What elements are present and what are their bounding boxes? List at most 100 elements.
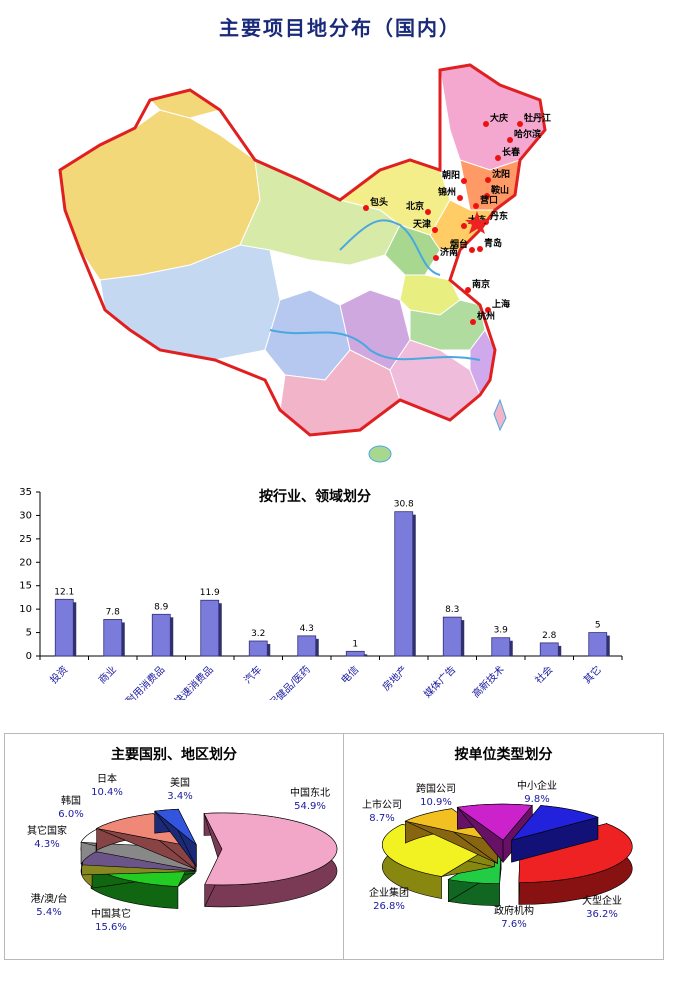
pie-slice-pct: 7.6%	[501, 919, 526, 930]
city-label: 杭州	[477, 310, 495, 322]
y-tick-label: 0	[26, 651, 32, 662]
bar-group: 8.3 媒体广告	[421, 605, 465, 700]
pie-slice-pct: 26.8%	[373, 901, 405, 912]
city-label: 包头	[369, 196, 388, 208]
bar-value-label: 30.8	[394, 500, 414, 510]
pie-slice-label: 其它国家	[27, 824, 67, 837]
bar	[297, 635, 317, 657]
city-label: 牡丹江	[524, 112, 551, 124]
pie-slice	[153, 808, 197, 846]
capital-star	[465, 211, 489, 234]
bar-value-label: 8.3	[445, 605, 459, 615]
bar-group: 1 电信	[338, 639, 368, 686]
pie-slice	[518, 823, 633, 883]
city-label: 烟台	[450, 238, 468, 250]
region-pie-panel: 主要国别、地区划分 中国东北 54.9% 中国其它 15.6% 港/澳/台 5.4% 其它国…	[4, 733, 344, 960]
city-dot	[485, 307, 491, 313]
city-label: 大庆	[490, 112, 508, 124]
bar-group: 30.8 房地产	[379, 500, 416, 693]
bar-value-label: 5	[595, 621, 601, 631]
pie-slice-pct: 10.9%	[420, 797, 452, 808]
bar-group: 3.9 高新技术	[469, 626, 513, 700]
y-tick-label: 20	[19, 557, 32, 568]
y-tick-label: 35	[19, 487, 32, 498]
x-tick-label: 耐用消费品	[123, 663, 168, 700]
hainan-island	[368, 445, 392, 463]
pie-slice-label: 上市公司	[362, 798, 402, 811]
city-dot	[465, 287, 471, 293]
bar-group: 3.2 汽车	[241, 629, 271, 686]
pie-slice-group: 中国东北 54.9%	[203, 786, 338, 908]
city-dot	[433, 255, 439, 261]
yellow-river	[339, 219, 441, 276]
city-dot	[461, 178, 467, 184]
bar-group: 7.8 商业	[96, 607, 125, 686]
bar-group: 2.8 社会	[532, 631, 562, 686]
unit-type-pie-marks: 大型企业 36.2% 政府机构 7.6% 企业集团 26.8% 上市公司 8.7% 跨国公司 10…	[362, 779, 633, 930]
pie-slice-pct: 9.8%	[524, 794, 549, 805]
x-tick-label: 商业	[96, 663, 119, 686]
city-dot	[477, 246, 483, 252]
bar-group: 5 其它	[581, 621, 610, 686]
city-dot	[517, 121, 523, 127]
x-tick-label: 其它	[581, 663, 604, 686]
map-title: 主要项目地分布（国内）	[219, 16, 461, 40]
pie-slice-pct: 36.2%	[586, 909, 618, 920]
bar	[539, 642, 559, 657]
y-tick-label: 15	[19, 581, 32, 592]
pie-slice-group: 美国 3.4%	[153, 776, 197, 868]
bar	[394, 511, 414, 657]
city-dot	[425, 209, 431, 215]
pie-slice-group: 中小企业 9.8%	[510, 779, 599, 863]
city-label: 青岛	[484, 237, 502, 249]
y-tick-label: 10	[19, 604, 32, 615]
pie-slice-group: 日本 10.4%	[91, 772, 196, 870]
bar-group: 12.1 投资	[47, 587, 77, 686]
city-dot	[473, 203, 479, 209]
yangtze-river	[269, 329, 481, 361]
city-label: 沈阳	[492, 168, 510, 180]
city-label: 丹东	[490, 210, 508, 222]
pie-slice-label: 企业集团	[369, 886, 409, 899]
pie-slice-label: 政府机构	[494, 904, 534, 917]
city-dot	[461, 223, 467, 229]
pie-slice-label: 港/澳/台	[31, 892, 68, 905]
china-map: 大庆牡丹江哈尔滨长春朝阳沈阳锦州鞍山营口丹东包头北京天津大连济南烟台青岛南京上海…	[58, 63, 551, 463]
city-dot	[363, 205, 369, 211]
city-dot	[495, 155, 501, 161]
region-pie-marks: 中国东北 54.9% 中国其它 15.6% 港/澳/台 5.4% 其它国家 4.3% 韩国 6.0…	[27, 772, 338, 933]
x-tick-label: 保健品/医药	[266, 663, 313, 700]
bar-chart-title: 按行业、领域划分	[259, 488, 371, 505]
y-tick-label: 5	[26, 628, 32, 639]
bar-value-label: 2.8	[542, 631, 557, 641]
pie-slice-pct: 6.0%	[58, 809, 83, 820]
bar-group: 11.9 快速消费品	[171, 588, 222, 700]
pie-slice-pct: 15.6%	[95, 922, 127, 933]
bar-value-label: 11.9	[200, 588, 220, 598]
bar	[54, 598, 74, 657]
bar	[103, 619, 123, 657]
bar-group: 8.9 耐用消费品	[123, 602, 174, 700]
city-dot	[507, 137, 513, 143]
pie-slice-label: 跨国公司	[416, 783, 456, 795]
pie-slice-pct: 10.4%	[91, 787, 123, 798]
pie-slice-label: 中国其它	[91, 907, 131, 920]
bar-value-label: 3.9	[494, 626, 509, 636]
bar	[345, 650, 365, 657]
city-dot	[484, 193, 490, 199]
city-dot	[457, 195, 463, 201]
bar	[151, 613, 171, 657]
pie-slice	[510, 805, 599, 841]
pie-slice	[456, 803, 533, 841]
x-tick-label: 电信	[338, 663, 361, 686]
city-label: 南京	[472, 278, 490, 290]
bar	[248, 640, 268, 657]
pie-slice-label: 美国	[170, 776, 190, 789]
pie-slice-label: 日本	[97, 772, 117, 785]
pie-slice-pct: 5.4%	[36, 907, 61, 918]
bar-value-label: 7.8	[106, 607, 121, 617]
pie-slice	[95, 813, 196, 848]
bar	[588, 632, 608, 657]
